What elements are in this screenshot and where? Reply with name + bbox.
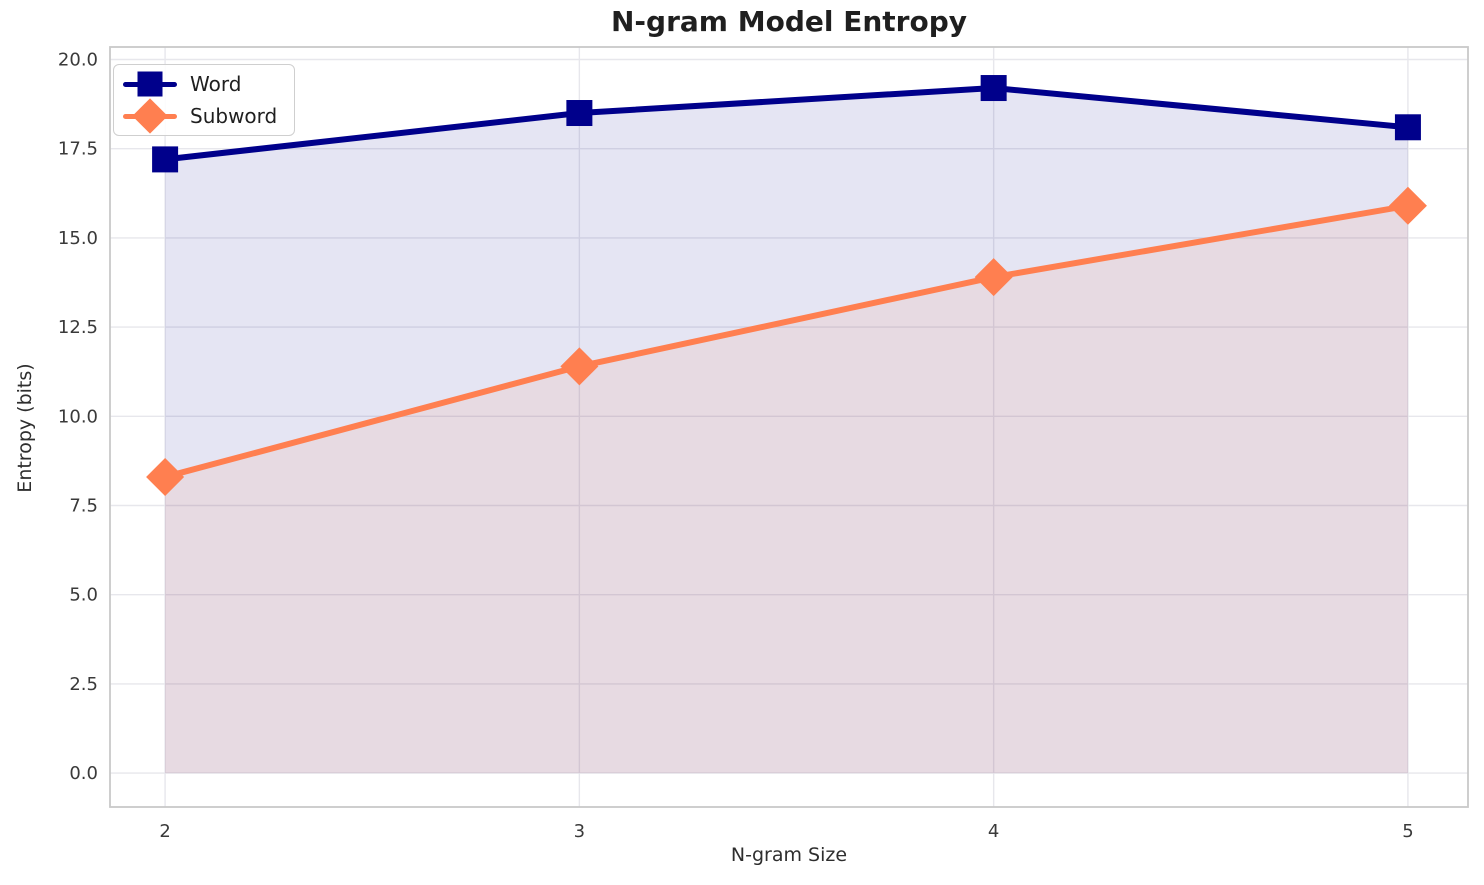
subword-marker	[560, 347, 599, 386]
chart-title: N-gram Model Entropy	[611, 5, 967, 38]
subword-area	[165, 205, 1408, 774]
legend-item-word: Word	[123, 68, 277, 100]
x-tick-label: 5	[1402, 821, 1413, 842]
word-marker	[566, 100, 593, 127]
word-line	[162, 85, 1411, 163]
x-axis-label: N-gram Size	[730, 844, 848, 866]
subword-diamond-marker-icon	[123, 98, 177, 134]
word-marker	[152, 146, 179, 173]
legend-item-subword: Subword	[123, 98, 278, 134]
legend-label-word: Word	[190, 72, 242, 96]
x-tick-label: 4	[988, 821, 999, 842]
y-tick-label: 17.5	[58, 139, 98, 160]
y-tick-label: 2.5	[69, 674, 98, 695]
y-tick-label: 5.0	[69, 585, 98, 606]
word-marker	[1394, 114, 1421, 141]
y-tick-label: 10.0	[58, 406, 98, 427]
y-tick-label: 7.5	[69, 495, 98, 516]
subword-marker	[146, 457, 185, 496]
subword-marker	[1388, 186, 1427, 225]
legend: Word Subword	[113, 64, 296, 136]
y-tick-label: 0.0	[69, 763, 98, 784]
word-square-marker-icon	[123, 68, 177, 100]
x-tick-label: 3	[574, 821, 585, 842]
subword-marker	[974, 258, 1013, 297]
subword-line	[162, 202, 1411, 480]
y-tick-label: 12.5	[58, 317, 98, 338]
y-axis-label: Entropy (bits)	[14, 363, 36, 493]
x-tick-label: 2	[159, 821, 170, 842]
y-tick-label: 15.0	[58, 228, 98, 249]
y-tick-label: 20.0	[58, 49, 98, 70]
plot-frame	[109, 46, 1469, 808]
word-marker	[980, 75, 1007, 102]
legend-label-subword: Subword	[190, 104, 278, 128]
